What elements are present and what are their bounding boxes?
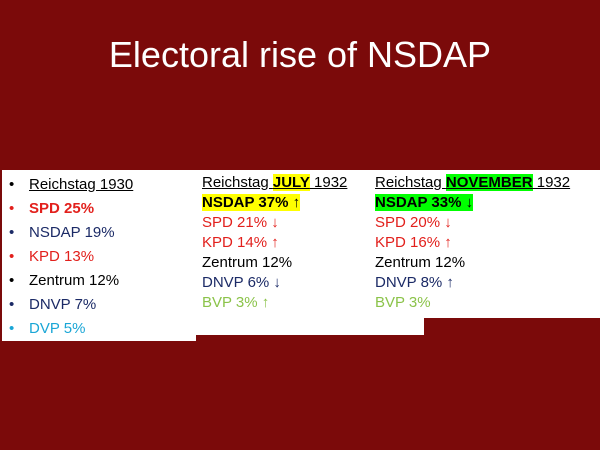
party-result: BVP 3% bbox=[375, 294, 431, 311]
list-item: BVP 3% bbox=[375, 293, 570, 313]
party-result: NSDAP 37% ↑ bbox=[202, 194, 301, 211]
list-item: • NSDAP 19% bbox=[9, 224, 115, 241]
panel-1930 bbox=[2, 170, 196, 341]
heading-text: Reichstag bbox=[202, 174, 273, 191]
list-item: • KPD 13% bbox=[9, 248, 95, 265]
heading-text: 1932 bbox=[532, 174, 571, 191]
column-heading: Reichstag JULY 1932 bbox=[202, 173, 347, 193]
list-item: • Reichstag 1930 bbox=[9, 176, 134, 193]
party-result: KPD 16% ↑ bbox=[375, 234, 452, 251]
party-result: NSDAP 19% bbox=[29, 224, 115, 241]
list-item: Zentrum 12% bbox=[375, 253, 570, 273]
party-result: Zentrum 12% bbox=[29, 272, 120, 289]
list-item: NSDAP 37% ↑ bbox=[202, 193, 347, 213]
party-result: BVP 3% ↑ bbox=[202, 294, 270, 311]
party-result: DNVP 8% ↑ bbox=[375, 274, 454, 291]
party-result: KPD 13% bbox=[29, 248, 95, 265]
heading-highlight: NOVEMBER bbox=[445, 174, 533, 191]
list-item: SPD 20% ↓ bbox=[375, 213, 570, 233]
list-item: Zentrum 12% bbox=[202, 253, 347, 273]
list-item: DNVP 8% ↑ bbox=[375, 273, 570, 293]
list-item: DNVP 6% ↓ bbox=[202, 273, 347, 293]
party-result: SPD 25% bbox=[29, 200, 95, 217]
party-result: NSDAP 33% ↓ bbox=[375, 194, 474, 211]
list-item: NSDAP 33% ↓ bbox=[375, 193, 570, 213]
party-result: DVP 5% bbox=[29, 320, 86, 337]
list-item: BVP 3% ↑ bbox=[202, 293, 347, 313]
list-item: • DVP 5% bbox=[9, 320, 86, 337]
heading-highlight: JULY bbox=[272, 174, 310, 191]
list-item: KPD 16% ↑ bbox=[375, 233, 570, 253]
party-result: SPD 20% ↓ bbox=[375, 214, 452, 231]
party-result: DNVP 7% bbox=[29, 296, 97, 313]
list-item: KPD 14% ↑ bbox=[202, 233, 347, 253]
party-result: Zentrum 12% bbox=[202, 254, 293, 271]
party-result: SPD 21% ↓ bbox=[202, 214, 279, 231]
column-heading: Reichstag NOVEMBER 1932 bbox=[375, 173, 570, 193]
party-result: KPD 14% ↑ bbox=[202, 234, 279, 251]
heading-text: 1932 bbox=[309, 174, 348, 191]
slide-title: Electoral rise of NSDAP bbox=[108, 34, 492, 75]
list-item: • SPD 25% bbox=[9, 200, 95, 217]
column-1930: • Reichstag 1930 • SPD 25% • NSDAP 19% • KPD… bbox=[9, 173, 133, 341]
heading-text: Reichstag bbox=[375, 174, 446, 191]
list-item: • DNVP 7% bbox=[9, 296, 97, 313]
list-item: • Zentrum 12% bbox=[9, 272, 120, 289]
column-heading: Reichstag 1930 bbox=[29, 176, 134, 193]
column-july-1932: Reichstag JULY 1932 NSDAP 37% ↑ SPD 21% … bbox=[202, 173, 347, 313]
party-result: DNVP 6% ↓ bbox=[202, 274, 281, 291]
party-result: Zentrum 12% bbox=[375, 254, 466, 271]
column-november-1932: Reichstag NOVEMBER 1932 NSDAP 33% ↓ SPD … bbox=[375, 173, 570, 313]
list-item: SPD 21% ↓ bbox=[202, 213, 347, 233]
